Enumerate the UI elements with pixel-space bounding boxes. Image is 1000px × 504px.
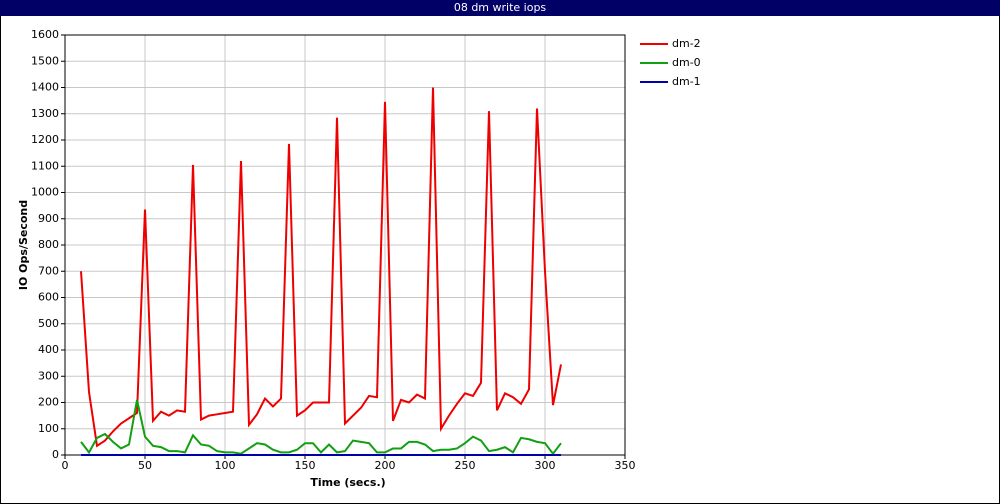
y-tick-label: 1400	[31, 81, 59, 94]
y-tick-label: 0	[52, 448, 59, 461]
y-tick-label: 500	[38, 317, 59, 330]
x-axis-label: Time (secs.)	[310, 476, 385, 489]
y-tick-label: 1200	[31, 133, 59, 146]
chart-title: 08 dm write iops	[454, 1, 547, 14]
legend-label: dm-2	[672, 37, 701, 50]
x-tick-label: 150	[295, 459, 316, 472]
series-line	[80, 87, 562, 448]
y-axis-label: IO Ops/Second	[17, 200, 30, 290]
y-tick-label: 400	[38, 343, 59, 356]
y-tick-label: 1600	[31, 28, 59, 41]
x-tick-label: 250	[455, 459, 476, 472]
title-bar	[0, 0, 1000, 16]
legend-label: dm-0	[672, 56, 701, 69]
legend-label: dm-1	[672, 75, 701, 88]
y-tick-label: 800	[38, 238, 59, 251]
y-tick-label: 900	[38, 212, 59, 225]
series-line	[80, 399, 562, 456]
x-tick-label: 300	[535, 459, 556, 472]
x-tick-label: 350	[615, 459, 636, 472]
y-tick-label: 100	[38, 422, 59, 435]
x-tick-label: 0	[62, 459, 69, 472]
y-tick-label: 1000	[31, 186, 59, 199]
y-tick-label: 200	[38, 396, 59, 409]
y-tick-label: 700	[38, 264, 59, 277]
x-tick-label: 50	[138, 459, 152, 472]
y-tick-label: 1500	[31, 54, 59, 67]
y-tick-label: 300	[38, 369, 59, 382]
y-tick-label: 1100	[31, 159, 59, 172]
y-tick-label: 600	[38, 291, 59, 304]
x-tick-label: 100	[215, 459, 236, 472]
x-tick-label: 200	[375, 459, 396, 472]
y-tick-label: 1300	[31, 107, 59, 120]
